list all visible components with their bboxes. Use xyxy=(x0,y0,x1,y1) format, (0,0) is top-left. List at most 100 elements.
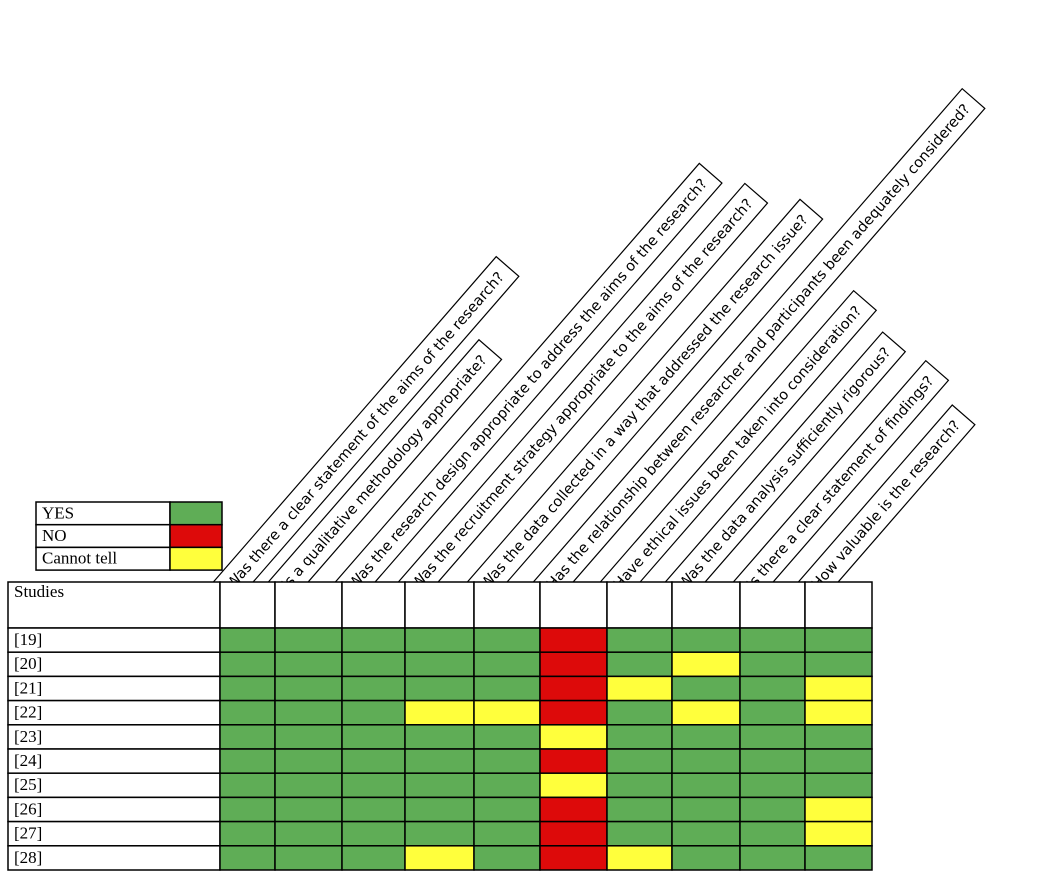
rating-cell xyxy=(671,651,741,678)
rating-cell xyxy=(274,627,343,653)
header-question-cell xyxy=(473,581,541,629)
legend-swatch xyxy=(169,546,223,571)
header-question-cell xyxy=(539,581,608,629)
rating-cell xyxy=(404,772,475,799)
rating-cell xyxy=(539,796,608,823)
header-question-cell xyxy=(219,581,276,629)
rating-cell xyxy=(606,699,673,726)
header-question-cell xyxy=(739,581,806,629)
rating-cell xyxy=(341,627,406,653)
rating-cell xyxy=(473,820,541,847)
rating-cell xyxy=(606,651,673,678)
rating-cell xyxy=(671,699,741,726)
rating-cell xyxy=(606,627,673,653)
rating-cell xyxy=(274,845,343,871)
header-question-cell xyxy=(671,581,741,629)
rating-cell xyxy=(219,845,276,871)
rating-cell xyxy=(739,699,806,726)
study-label: [19] xyxy=(14,630,42,649)
rating-cell xyxy=(739,627,806,653)
rating-cell xyxy=(804,845,873,871)
rating-cell xyxy=(341,796,406,823)
rating-cell xyxy=(671,772,741,799)
rating-cell xyxy=(404,651,475,678)
rating-cell xyxy=(539,651,608,678)
rating-cell xyxy=(739,772,806,799)
rating-cell xyxy=(473,651,541,678)
rating-cell xyxy=(274,699,343,726)
rating-cell xyxy=(341,845,406,871)
study-label: [25] xyxy=(14,775,42,794)
study-cell xyxy=(7,845,221,871)
header-question-cell xyxy=(404,581,475,629)
rating-cell xyxy=(671,675,741,702)
rating-cell xyxy=(539,748,608,774)
rating-cell xyxy=(219,724,276,750)
rating-cell xyxy=(219,627,276,653)
rating-cell xyxy=(219,675,276,702)
study-label: [23] xyxy=(14,727,42,746)
rating-cell xyxy=(539,772,608,799)
rating-cell xyxy=(274,724,343,750)
study-label: [21] xyxy=(14,678,42,697)
study-cell xyxy=(7,675,221,702)
header-question-cell xyxy=(274,581,343,629)
rating-cell xyxy=(739,651,806,678)
rating-cell xyxy=(341,699,406,726)
rating-cell xyxy=(804,772,873,799)
rating-cell xyxy=(739,796,806,823)
rating-cell xyxy=(473,724,541,750)
rating-cell xyxy=(804,699,873,726)
rating-cell xyxy=(404,627,475,653)
rating-cell xyxy=(473,796,541,823)
rating-cell xyxy=(606,772,673,799)
rating-cell xyxy=(804,820,873,847)
rating-cell xyxy=(804,724,873,750)
header-question-cell xyxy=(606,581,673,629)
rating-cell xyxy=(341,724,406,750)
rating-cell xyxy=(473,748,541,774)
study-label: [26] xyxy=(14,799,42,818)
rating-cell xyxy=(606,675,673,702)
rating-cell xyxy=(671,748,741,774)
study-cell xyxy=(7,820,221,847)
header-cell xyxy=(7,581,221,629)
rating-cell xyxy=(341,675,406,702)
legend-label: Cannot tell xyxy=(42,549,117,568)
legend-label: NO xyxy=(42,526,67,545)
rating-cell xyxy=(739,845,806,871)
rating-cell xyxy=(274,675,343,702)
rating-cell xyxy=(606,724,673,750)
rating-cell xyxy=(739,724,806,750)
study-label: [27] xyxy=(14,824,42,843)
rating-cell xyxy=(606,796,673,823)
rating-cell xyxy=(473,845,541,871)
header-question-cell xyxy=(341,581,406,629)
rating-cell xyxy=(274,748,343,774)
study-label: [22] xyxy=(14,703,42,722)
rating-cell xyxy=(539,820,608,847)
rating-cell xyxy=(404,699,475,726)
rating-cell xyxy=(219,772,276,799)
rating-cell xyxy=(539,845,608,871)
rating-cell xyxy=(219,796,276,823)
rating-cell xyxy=(804,748,873,774)
study-label: [24] xyxy=(14,751,42,770)
rating-cell xyxy=(539,675,608,702)
legend-swatch xyxy=(169,501,223,526)
rating-cell xyxy=(606,748,673,774)
rating-cell xyxy=(606,845,673,871)
rating-cell xyxy=(404,675,475,702)
rating-cell xyxy=(473,772,541,799)
rating-cell xyxy=(473,675,541,702)
rating-cell xyxy=(739,675,806,702)
rating-cell xyxy=(274,820,343,847)
rating-cell xyxy=(739,748,806,774)
rating-cell xyxy=(804,796,873,823)
rating-cell xyxy=(804,651,873,678)
header-question-cell xyxy=(804,581,873,629)
study-label: [28] xyxy=(14,848,42,867)
header-text: Studies xyxy=(14,582,64,601)
study-label: [20] xyxy=(14,654,42,673)
